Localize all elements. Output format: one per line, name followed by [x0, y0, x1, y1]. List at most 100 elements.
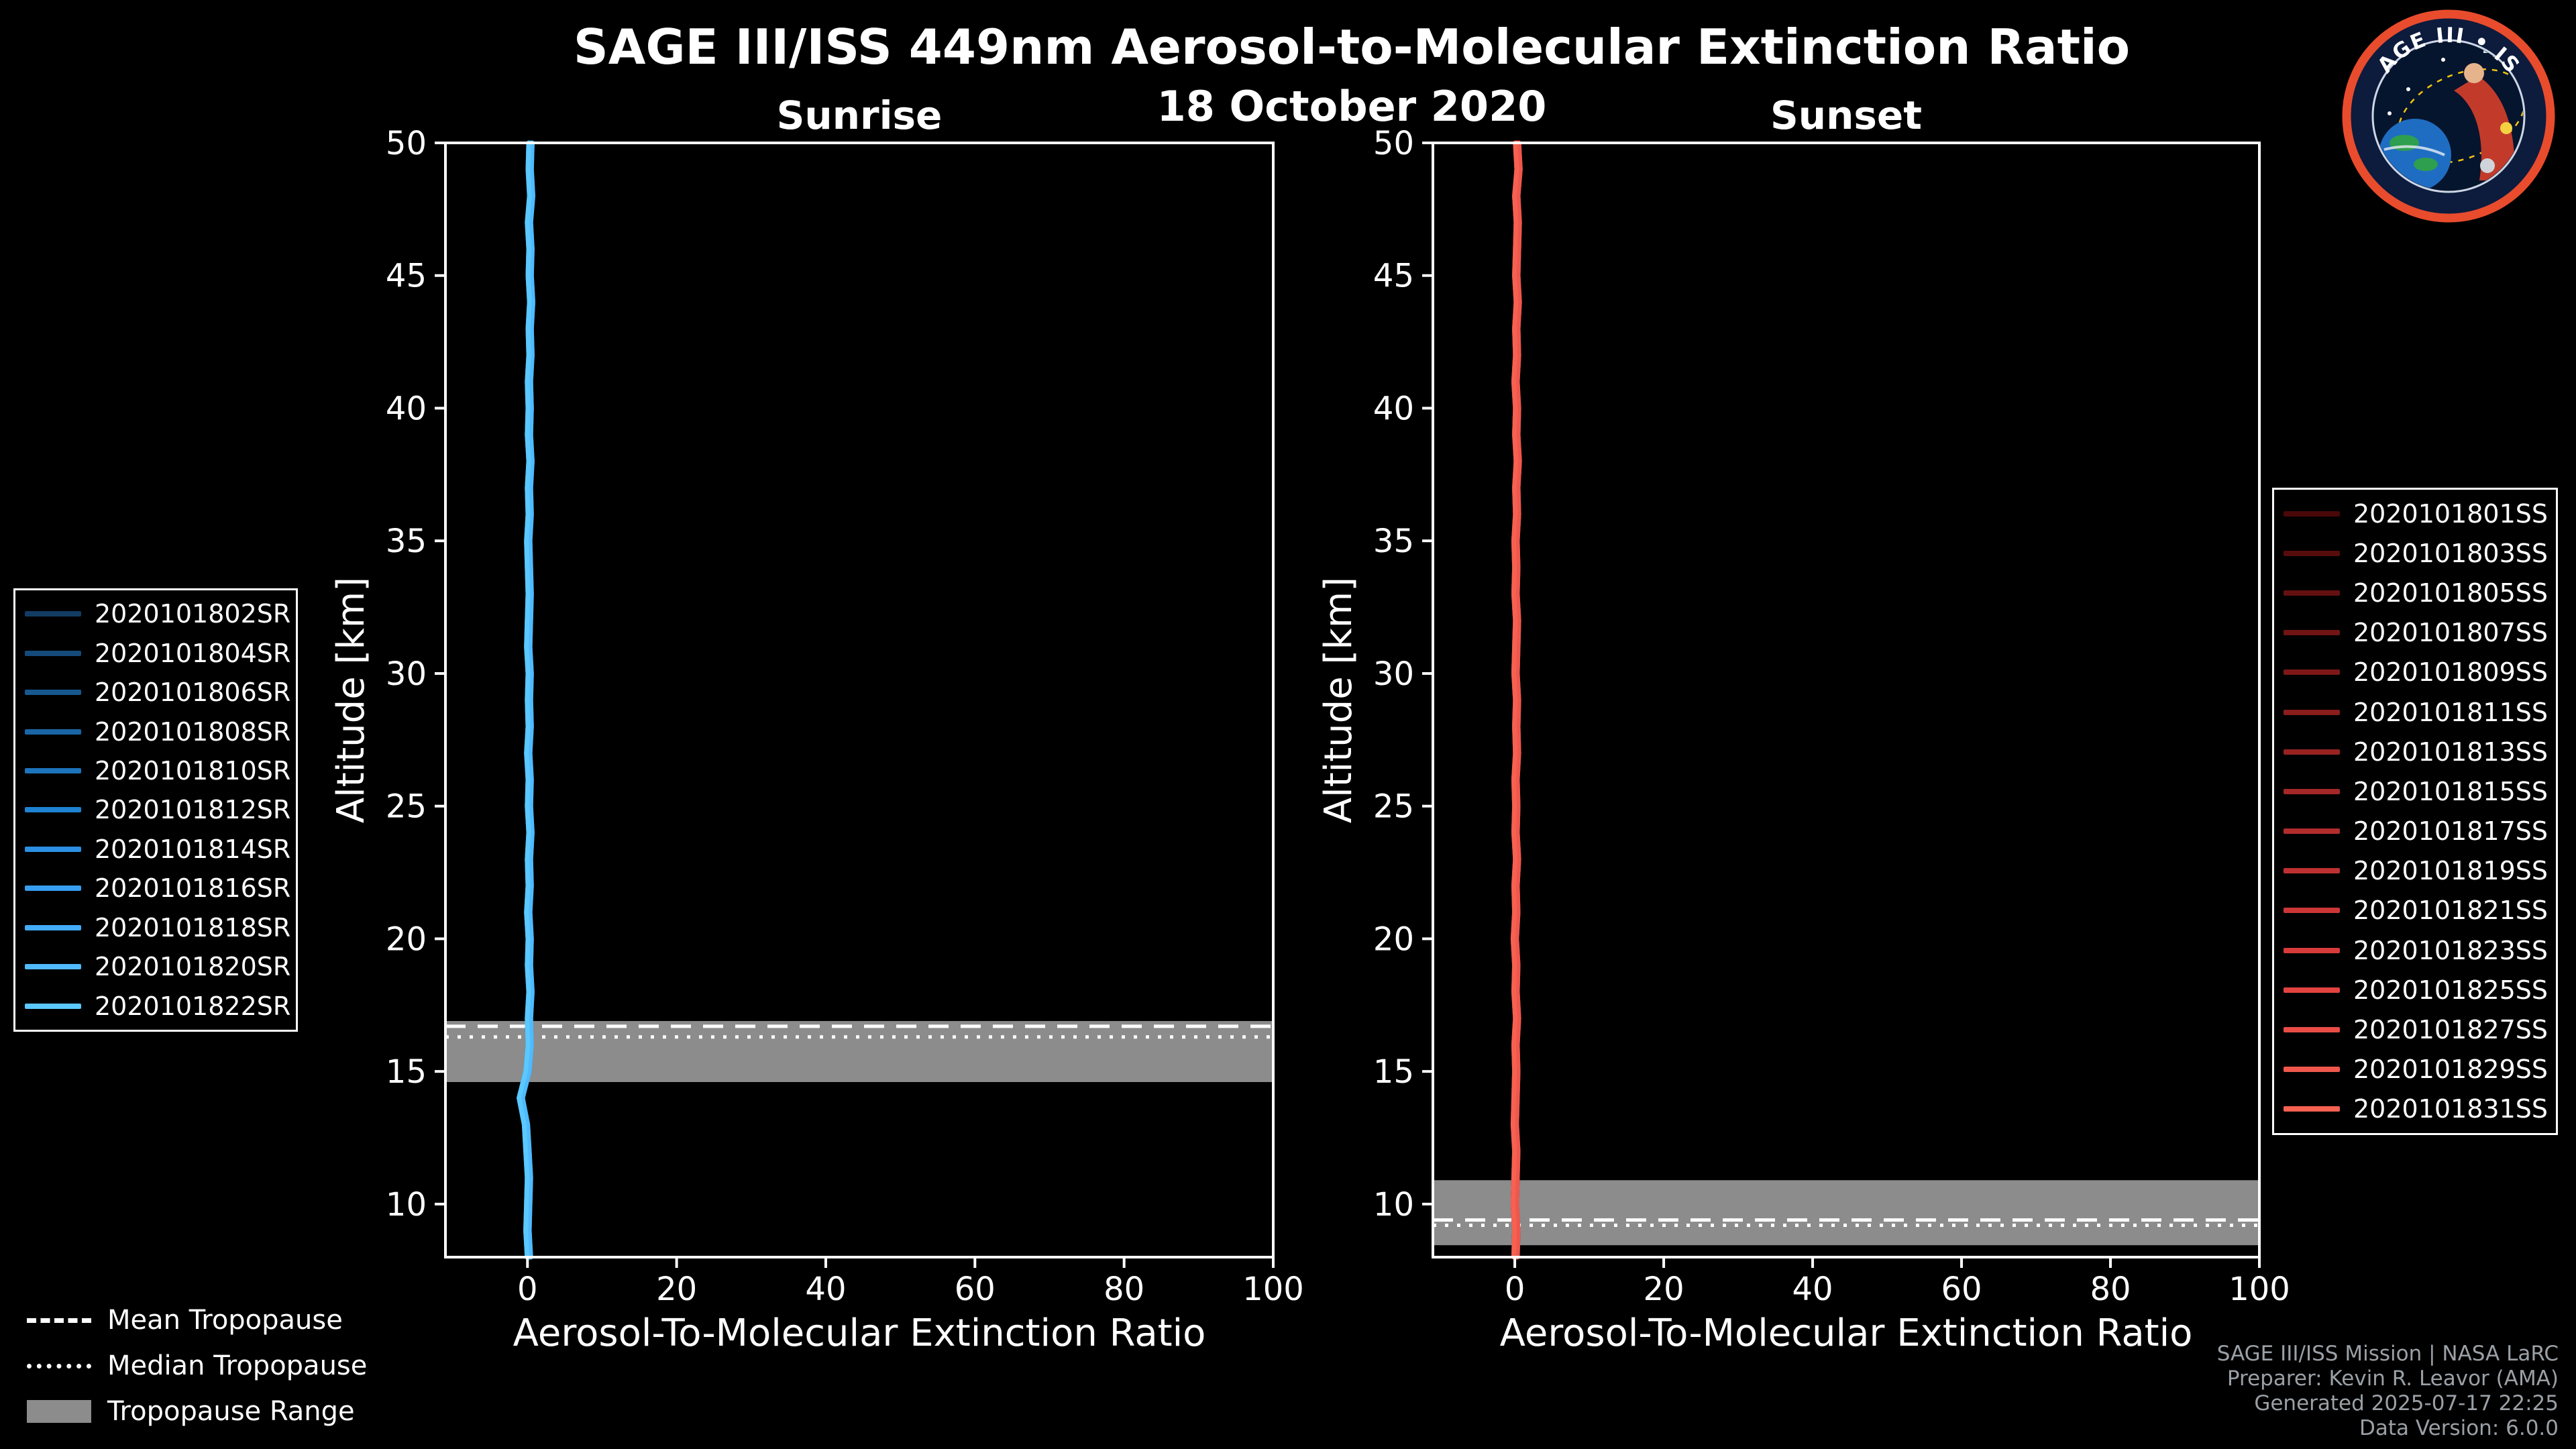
legend-label: 2020101829SS: [2353, 1055, 2548, 1085]
y-tick-label: 45: [386, 258, 427, 295]
figure-head: [2464, 63, 2484, 83]
legend-line-sample: [25, 885, 81, 892]
legend-label: 2020101822SR: [95, 991, 291, 1021]
earth-cloud: [2383, 145, 2445, 156]
legend-item: 2020101807SS: [2284, 618, 2548, 648]
dotted-line-sample: [27, 1363, 91, 1368]
legend-label: 2020101818SR: [95, 912, 291, 943]
credit-line-version: Data Version: 6.0.0: [2359, 1416, 2559, 1440]
legend-line-sample: [25, 924, 81, 930]
star-icon: [2406, 87, 2410, 91]
figure-date: 18 October 2020: [1157, 82, 1547, 131]
y-tick-label: 25: [386, 788, 427, 826]
legend-item: 2020101823SS: [2284, 935, 2548, 965]
median-tropopause-legend-item: Median Tropopause: [27, 1350, 367, 1381]
mean-tropopause-label: Mean Tropopause: [107, 1305, 343, 1336]
y-tick-label: 35: [1373, 523, 1414, 560]
legend-item: 2020101829SS: [2284, 1055, 2548, 1085]
figure-title: SAGE III/ISS 449nm Aerosol-to-Molecular …: [573, 19, 2131, 75]
legend-line-sample: [2284, 511, 2340, 517]
x-tick-label: 0: [1505, 1271, 1525, 1308]
x-tick-label: 0: [517, 1271, 538, 1308]
legend-label: 2020101816SR: [95, 873, 291, 904]
legend-item: 2020101814SR: [25, 835, 290, 864]
y-tick-label: 40: [1373, 390, 1414, 427]
legend-label: 2020101807SS: [2353, 618, 2548, 648]
legend-item: 2020101810SR: [25, 756, 290, 786]
legend-item: 2020101817SS: [2284, 816, 2548, 847]
legend-item: 2020101801SS: [2284, 498, 2548, 529]
legend-item: 2020101822SR: [25, 991, 290, 1021]
y-tick-label: 35: [386, 523, 427, 560]
y-tick-label: 30: [1373, 655, 1414, 693]
legend-line-sample: [2284, 630, 2340, 636]
axes-frame: [1432, 142, 2261, 1258]
legend-item: 2020101825SS: [2284, 975, 2548, 1005]
legend-item: 2020101816SR: [25, 873, 290, 903]
y-tick-label: 40: [386, 390, 427, 427]
legend-label: 2020101831SS: [2353, 1094, 2548, 1124]
y-tick-label: 45: [1373, 258, 1414, 295]
x-tick-label: 40: [1792, 1271, 1833, 1308]
legend-item: 2020101821SS: [2284, 896, 2548, 925]
logo-icon: SAGE III • ISS: [2342, 9, 2555, 223]
legend-line-sample: [2284, 828, 2340, 835]
credit-line-mission: SAGE III/ISS Mission | NASA LaRC: [2216, 1342, 2559, 1366]
legend-line-sample: [2284, 749, 2340, 755]
tropopause-range-label: Tropopause Range: [107, 1396, 355, 1427]
legend-line-sample: [2284, 1027, 2340, 1033]
profile-line-2020101822SR: [517, 140, 532, 1260]
x-tick-label: 100: [1242, 1271, 1304, 1308]
legend-label: 2020101804SR: [95, 638, 291, 668]
profile-line-2020101829SS: [1514, 140, 1523, 1260]
y-tick-label: 10: [386, 1186, 427, 1224]
legend-label: 2020101819SS: [2353, 856, 2548, 886]
x-tick-label: 80: [2090, 1271, 2131, 1308]
y-axis-label: Altitude [km]: [329, 577, 373, 823]
legend-line-sample: [25, 729, 81, 735]
gray-patch-sample: [27, 1400, 91, 1423]
credit-line-preparer: Preparer: Kevin R. Leavor (AMA): [2226, 1366, 2559, 1391]
y-tick-label: 50: [1373, 125, 1414, 162]
legend-label: 2020101817SS: [2353, 816, 2548, 847]
x-tick-label: 20: [656, 1271, 697, 1308]
legend-line-sample: [25, 964, 81, 970]
x-tick-label: 40: [805, 1271, 846, 1308]
legend-label: 2020101814SR: [95, 834, 291, 864]
legend-line-sample: [2284, 1067, 2340, 1073]
legend-item: 2020101818SR: [25, 913, 290, 943]
star-icon: [2441, 58, 2445, 62]
legend-line-sample: [2284, 947, 2340, 953]
legend-line-sample: [25, 846, 81, 852]
legend-line-sample: [2284, 987, 2340, 993]
legend-sunrise: 2020101802SR 2020101804SR 2020101806SR 2020…: [13, 588, 298, 1032]
x-tick-label: 20: [1644, 1271, 1684, 1308]
legend-item: 2020101803SS: [2284, 539, 2548, 568]
legend-label: 2020101813SS: [2353, 737, 2548, 767]
panel-title-sunrise: Sunrise: [776, 93, 943, 138]
dashed-line-sample: [27, 1318, 91, 1323]
x-tick-label: 60: [955, 1271, 996, 1308]
legend-line-sample: [2284, 868, 2340, 874]
legend-item: 2020101809SS: [2284, 657, 2548, 687]
y-tick-label: 20: [386, 920, 427, 958]
legend-label: 2020101827SS: [2353, 1015, 2548, 1045]
legend-item: 2020101819SS: [2284, 856, 2548, 886]
star-icon: [2387, 111, 2392, 115]
legend-line-sample: [25, 807, 81, 813]
credit-line-generated: Generated 2025-07-17 22:25: [2254, 1391, 2559, 1415]
axes-frame: [444, 142, 1275, 1258]
legend-label: 2020101801SS: [2353, 498, 2548, 529]
legend-line-sample: [25, 1003, 81, 1009]
legend-label: 2020101823SS: [2353, 935, 2548, 965]
legend-label: 2020101815SS: [2353, 776, 2548, 806]
legend-line-sample: [2284, 788, 2340, 794]
legend-label: 2020101802SR: [95, 599, 291, 629]
sage-iii-iss-logo: SAGE III • ISS: [2338, 5, 2559, 227]
legend-item: 2020101811SS: [2284, 697, 2548, 727]
legend-label: 2020101811SS: [2353, 697, 2548, 727]
legend-line-sample: [2284, 908, 2340, 914]
legend-label: 2020101808SR: [95, 716, 291, 747]
legend-line-sample: [2284, 590, 2340, 596]
